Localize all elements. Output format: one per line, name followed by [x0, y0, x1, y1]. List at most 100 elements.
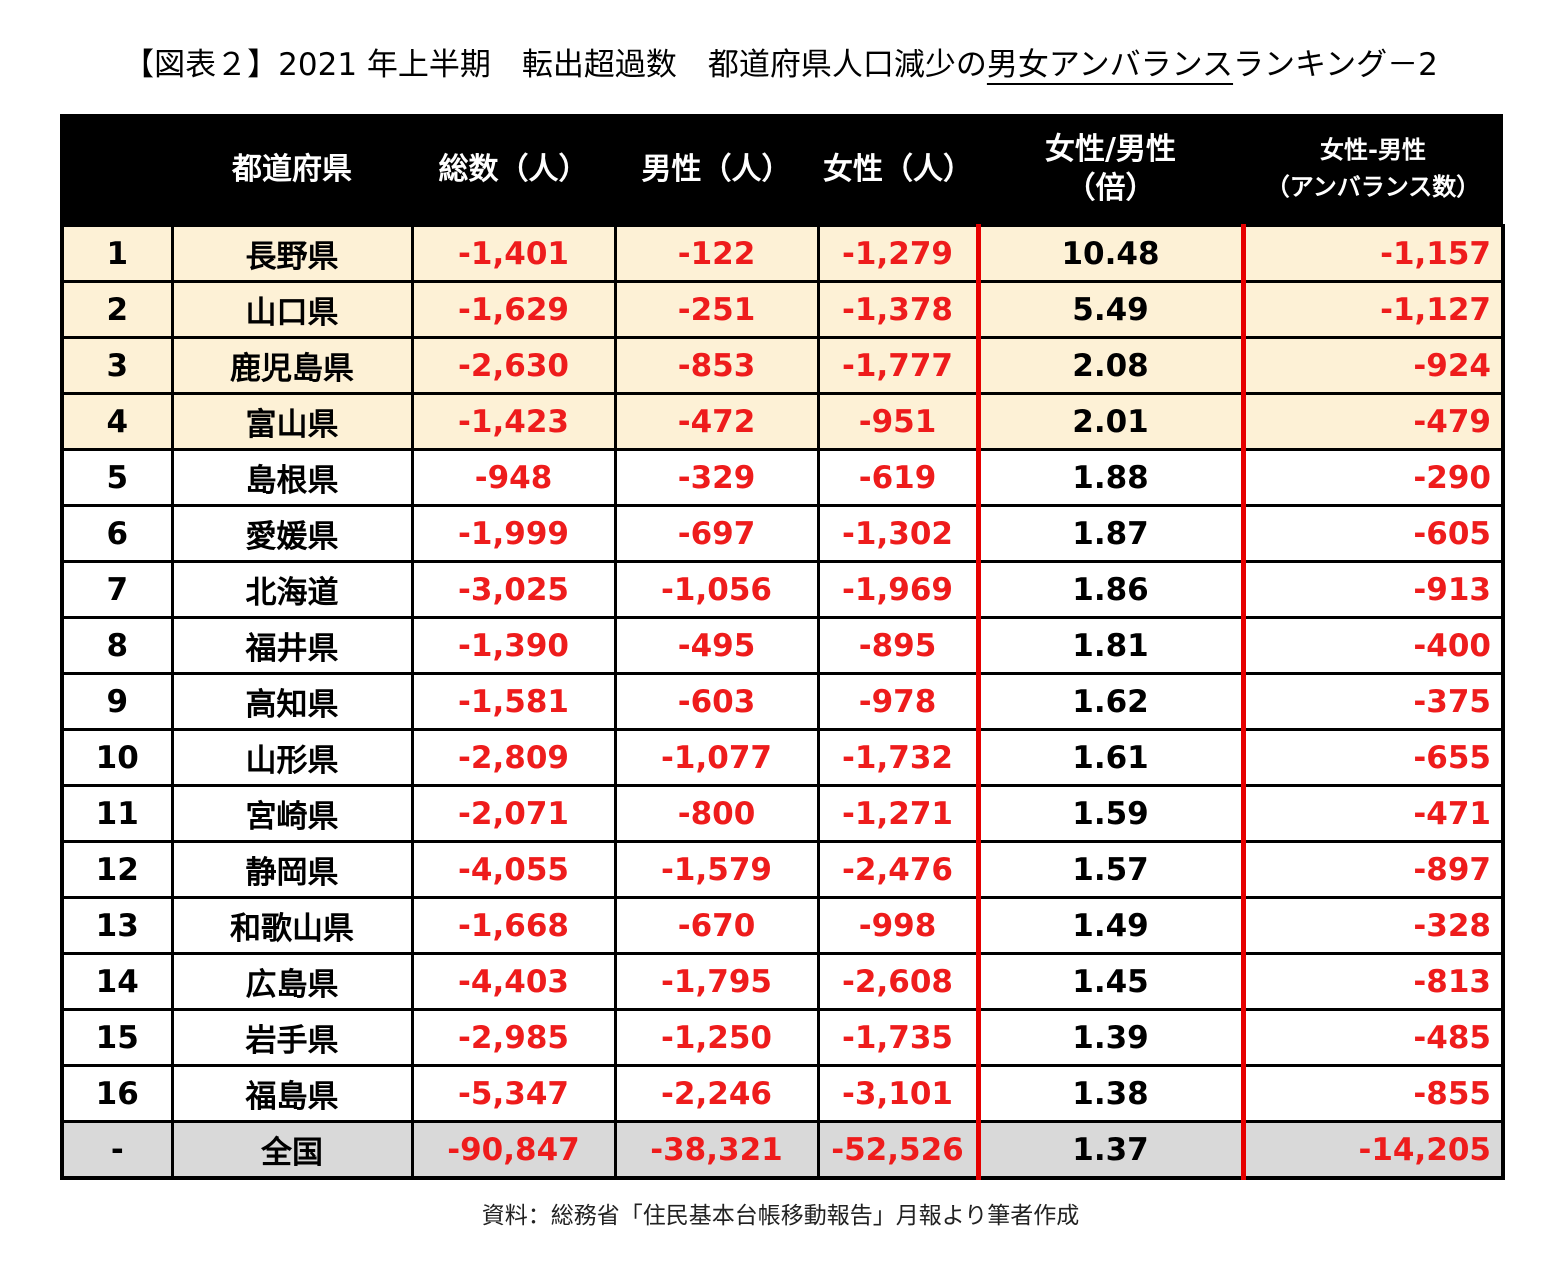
cell-male: -495	[613, 616, 818, 674]
cell-prefecture: 福島県	[170, 1064, 412, 1122]
cell-prefecture: 広島県	[170, 952, 412, 1010]
cell-prefecture: 和歌山県	[170, 896, 412, 954]
cell-total: -3,025	[410, 560, 615, 618]
cell-total: -2,630	[410, 336, 615, 394]
cell-diff: -485	[1240, 1008, 1505, 1066]
cell-total: -948	[410, 448, 615, 506]
title-prefix: 【図表２】2021 年上半期 転出超過数 都道府県人口減少の	[123, 47, 987, 83]
cell-diff: -913	[1240, 560, 1505, 618]
cell-male: -603	[613, 672, 818, 730]
cell-rank: 13	[60, 896, 172, 954]
cell-ratio: 1.38	[976, 1064, 1243, 1122]
cell-rank: 14	[60, 952, 172, 1010]
cell-diff: -400	[1240, 616, 1505, 674]
cell-diff: -897	[1240, 840, 1505, 898]
cell-prefecture: 島根県	[170, 448, 412, 506]
cell-rank: 5	[60, 448, 172, 506]
source-note: 資料：総務省「住民基本台帳移動報告」月報より筆者作成	[481, 1203, 1080, 1229]
cell-prefecture: 高知県	[170, 672, 412, 730]
cell-female: -1,378	[816, 280, 981, 338]
header-ratio-line2: （倍）	[1065, 171, 1156, 206]
cell-total: -1,581	[410, 672, 615, 730]
header-ratio: 女性/男性 （倍）	[978, 114, 1243, 226]
cell-ratio: 1.57	[976, 840, 1243, 898]
cell-ratio: 1.39	[976, 1008, 1243, 1066]
header-prefecture: 都道府県	[172, 114, 412, 226]
cell-rank: 8	[60, 616, 172, 674]
table-row: 2 山口県 -1,629 -251 -1,378 5.49 -1,127	[60, 280, 1505, 338]
table-row: 15 岩手県 -2,985 -1,250 -1,735 1.39 -485	[60, 1008, 1505, 1066]
cell-ratio: 1.61	[976, 728, 1243, 786]
cell-male: -472	[613, 392, 818, 450]
cell-male: -1,077	[613, 728, 818, 786]
cell-rank: 7	[60, 560, 172, 618]
cell-prefecture: 愛媛県	[170, 504, 412, 562]
cell-total: -90,847	[410, 1120, 615, 1180]
cell-rank: 15	[60, 1008, 172, 1066]
table-row: 1 長野県 -1,401 -122 -1,279 10.48 -1,157	[60, 224, 1505, 282]
cell-ratio: 1.81	[976, 616, 1243, 674]
cell-diff: -924	[1240, 336, 1505, 394]
cell-female: -951	[816, 392, 981, 450]
cell-ratio: 1.62	[976, 672, 1243, 730]
cell-ratio: 1.49	[976, 896, 1243, 954]
header-rank	[62, 114, 172, 226]
cell-total: -2,071	[410, 784, 615, 842]
cell-diff: -328	[1240, 896, 1505, 954]
table-header: 都道府県 総数（人） 男性（人） 女性（人） 女性/男性 （倍） 女性-男性 （アン…	[62, 114, 1503, 226]
cell-male: -2,246	[613, 1064, 818, 1122]
table-row: 3 鹿児島県 -2,630 -853 -1,777 2.08 -924	[60, 336, 1505, 394]
cell-total: -2,809	[410, 728, 615, 786]
cell-ratio: 1.86	[976, 560, 1243, 618]
cell-prefecture: 山形県	[170, 728, 412, 786]
cell-prefecture: 全国	[170, 1120, 412, 1180]
cell-prefecture: 宮崎県	[170, 784, 412, 842]
cell-total: -2,985	[410, 1008, 615, 1066]
cell-rank: 1	[60, 224, 172, 282]
cell-female: -1,777	[816, 336, 981, 394]
cell-female: -2,608	[816, 952, 981, 1010]
cell-rank: 12	[60, 840, 172, 898]
cell-total: -5,347	[410, 1064, 615, 1122]
cell-ratio: 1.87	[976, 504, 1243, 562]
page-title: 【図表２】2021 年上半期 転出超過数 都道府県人口減少の男女アンバランスラン…	[0, 40, 1561, 90]
cell-female: -1,732	[816, 728, 981, 786]
cell-male: -853	[613, 336, 818, 394]
cell-diff: -471	[1240, 784, 1505, 842]
table-total-row: - 全国 -90,847 -38,321 -52,526 1.37 -14,205	[60, 1120, 1505, 1180]
cell-prefecture: 岩手県	[170, 1008, 412, 1066]
cell-ratio: 10.48	[976, 224, 1243, 282]
cell-male: -1,795	[613, 952, 818, 1010]
title-underlined: 男女アンバランス	[986, 47, 1234, 83]
table-row: 13 和歌山県 -1,668 -670 -998 1.49 -328	[60, 896, 1505, 954]
cell-total: -4,403	[410, 952, 615, 1010]
header-female: 女性（人）	[818, 114, 978, 226]
cell-rank: 2	[60, 280, 172, 338]
cell-total: -1,668	[410, 896, 615, 954]
cell-ratio: 1.59	[976, 784, 1243, 842]
cell-total: -4,055	[410, 840, 615, 898]
table-body: 1 長野県 -1,401 -122 -1,279 10.48 -1,157 2 山口県 -1,62…	[60, 224, 1505, 1180]
table-row: 6 愛媛県 -1,999 -697 -1,302 1.87 -605	[60, 504, 1505, 562]
cell-ratio: 5.49	[976, 280, 1243, 338]
cell-ratio: 2.08	[976, 336, 1243, 394]
cell-rank: 16	[60, 1064, 172, 1122]
table-row: 10 山形県 -2,809 -1,077 -1,732 1.61 -655	[60, 728, 1505, 786]
cell-diff: -605	[1240, 504, 1505, 562]
cell-female: -2,476	[816, 840, 981, 898]
cell-prefecture: 静岡県	[170, 840, 412, 898]
cell-prefecture: 鹿児島県	[170, 336, 412, 394]
cell-total: -1,999	[410, 504, 615, 562]
cell-female: -1,271	[816, 784, 981, 842]
cell-total: -1,401	[410, 224, 615, 282]
cell-male: -122	[613, 224, 818, 282]
cell-rank: 11	[60, 784, 172, 842]
cell-male: -670	[613, 896, 818, 954]
cell-ratio: 1.45	[976, 952, 1243, 1010]
header-diff: 女性-男性 （アンバランス数）	[1243, 114, 1503, 226]
title-suffix: ランキング－2	[1233, 47, 1438, 83]
table-row: 9 高知県 -1,581 -603 -978 1.62 -375	[60, 672, 1505, 730]
cell-diff: -813	[1240, 952, 1505, 1010]
cell-female: -895	[816, 616, 981, 674]
cell-rank: 3	[60, 336, 172, 394]
